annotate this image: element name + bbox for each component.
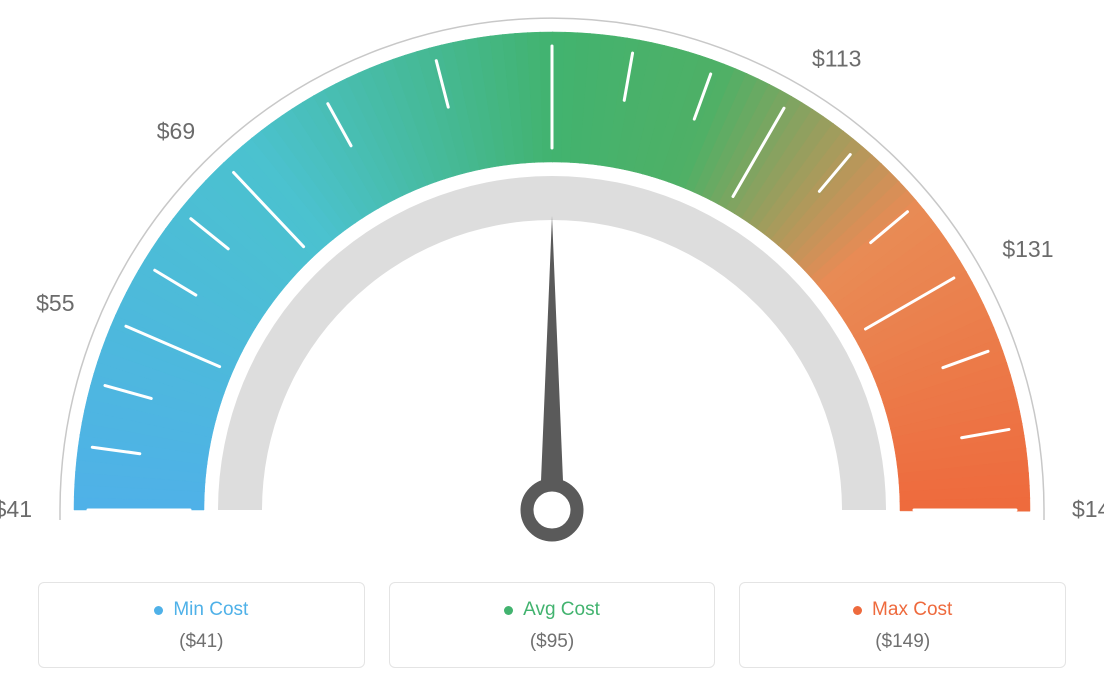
legend-dot-max (853, 606, 862, 615)
legend-label-max: Max Cost (872, 599, 952, 621)
legend-label-avg: Avg Cost (523, 599, 600, 621)
gauge-tick-label: $55 (36, 290, 74, 316)
gauge-tick-label: $131 (1002, 236, 1053, 262)
legend-value-avg: ($95) (400, 631, 705, 653)
legend-card-min: Min Cost ($41) (38, 582, 365, 668)
legend-label-min: Min Cost (173, 599, 248, 621)
legend-value-max: ($149) (750, 631, 1055, 653)
legend-value-min: ($41) (49, 631, 354, 653)
gauge-needle (541, 216, 563, 481)
gauge-tick-label: $149 (1072, 496, 1104, 522)
gauge-needle-hub (527, 485, 577, 535)
gauge-tick-label: $113 (812, 46, 861, 72)
gauge-tick-label: $41 (0, 496, 32, 522)
legend-row: Min Cost ($41) Avg Cost ($95) Max Cost (… (38, 582, 1066, 668)
legend-dot-avg (504, 606, 513, 615)
legend-card-max: Max Cost ($149) (739, 582, 1066, 668)
cost-gauge: $41 $55 $69 $95 $113 $131 $149 (0, 0, 1104, 560)
legend-card-avg: Avg Cost ($95) (389, 582, 716, 668)
gauge-tick-label: $69 (157, 118, 195, 144)
gauge-tick-label: $95 (533, 0, 571, 2)
legend-dot-min (154, 606, 163, 615)
